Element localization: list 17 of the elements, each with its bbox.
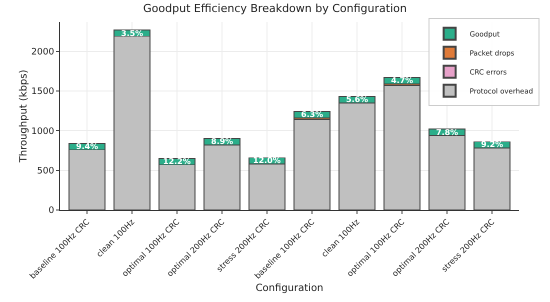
annotation: 12.2% <box>163 157 191 166</box>
annotation: 6.3% <box>301 110 324 119</box>
annotation: 5.6% <box>346 95 368 104</box>
y-tick-label: 0 <box>48 206 54 216</box>
y-tick-label: 1000 <box>31 126 54 137</box>
annotation: 4.7% <box>391 76 414 85</box>
annotation: 9.2% <box>481 140 504 149</box>
y-tick-label: 1500 <box>31 87 54 98</box>
annotation: 7.8% <box>436 128 458 137</box>
annotation: 9.4% <box>76 142 98 151</box>
y-tick-label: 500 <box>37 166 54 176</box>
chart-title: Goodput Efficiency Breakdown by Configuration <box>143 2 407 16</box>
x-axis-title: Configuration <box>256 283 324 294</box>
annotation: 8.9% <box>211 137 234 146</box>
y-tick-label: 2000 <box>31 48 54 58</box>
annotation: 3.5% <box>121 29 144 38</box>
y-axis-title: Throughput (kbps) <box>18 70 30 164</box>
